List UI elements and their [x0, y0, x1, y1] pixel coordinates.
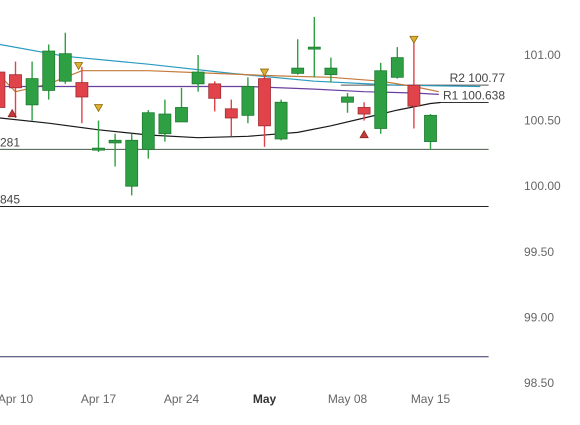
candle-body	[224, 108, 238, 119]
candle-body	[374, 70, 388, 129]
x-tick-label: May 15	[411, 392, 451, 406]
x-tick-label: May	[253, 392, 277, 406]
moving-average-line	[0, 101, 441, 139]
moving-average-line	[0, 43, 481, 88]
candle	[25, 61, 39, 121]
candle-body	[75, 82, 89, 98]
level-lines	[0, 84, 489, 358]
candle-body	[324, 67, 338, 76]
candle-body	[175, 107, 188, 123]
candle	[307, 16, 321, 78]
candle-body	[357, 107, 371, 115]
candle	[258, 72, 271, 147]
candle	[58, 32, 72, 84]
x-tick-label: May 08	[328, 392, 368, 406]
y-tick-label: 99.50	[524, 245, 554, 259]
y-tick-label: 99.00	[524, 310, 554, 324]
candle	[75, 66, 89, 124]
candle	[390, 47, 404, 79]
candle	[42, 44, 56, 100]
candle	[208, 81, 222, 112]
candle	[357, 102, 371, 121]
candle-body	[241, 86, 255, 116]
candle	[175, 87, 188, 123]
candle	[141, 110, 155, 159]
candle-body	[274, 101, 288, 140]
candle-body	[108, 139, 122, 144]
candle	[241, 77, 255, 124]
y-tick-label: 98.50	[524, 376, 554, 390]
candle	[424, 114, 437, 150]
candle-body	[158, 113, 172, 135]
x-tick-label: Apr 24	[164, 392, 200, 406]
level-labels: R2 100.77 R1 100.638 281 845	[0, 71, 505, 206]
signal-down-marker	[73, 62, 84, 71]
candle-body	[258, 78, 271, 127]
candle	[108, 133, 122, 167]
y-tick-label: 100.50	[524, 114, 561, 128]
candle	[291, 39, 305, 75]
candle	[158, 99, 172, 142]
signal-down-marker	[409, 35, 419, 45]
candle-body	[407, 84, 421, 107]
level-label-r1: R1 100.638	[443, 88, 505, 102]
x-tick-label: Apr 10	[0, 392, 34, 406]
candle-body	[0, 71, 6, 108]
candle-body	[92, 147, 105, 151]
x-axis: Apr 10 Apr 17 Apr 24 May May 08 May 15	[0, 392, 450, 406]
y-tick-label: 100.00	[524, 179, 561, 193]
candle	[191, 55, 205, 92]
y-tick-label: 101.00	[524, 48, 561, 62]
candle-body	[191, 71, 205, 85]
candle	[92, 120, 105, 153]
signal-down-marker	[93, 104, 104, 113]
candle-body	[58, 53, 72, 82]
candle	[407, 40, 421, 129]
signal-down-marker	[259, 68, 270, 77]
candle-body	[341, 96, 354, 103]
candle	[9, 61, 22, 118]
candle	[224, 99, 238, 137]
signal-markers	[7, 35, 419, 139]
y-axis: 101.00 100.50 100.00 99.50 99.00 98.50	[524, 48, 561, 390]
candle	[125, 133, 139, 196]
candle	[374, 62, 388, 134]
level-label: 281	[0, 135, 20, 149]
candle-body	[141, 112, 155, 150]
signal-up-marker	[7, 108, 17, 118]
candle-body	[208, 83, 222, 99]
candle-body	[42, 50, 56, 91]
candle-body	[125, 139, 139, 187]
candle	[324, 57, 338, 83]
signal-up-marker	[359, 129, 369, 139]
candle-body	[291, 67, 305, 74]
candle-body	[307, 46, 321, 50]
candle-body	[25, 78, 39, 106]
candle-body	[424, 114, 437, 142]
candle-body	[390, 57, 404, 78]
candle	[274, 99, 288, 141]
candles	[0, 16, 437, 196]
level-label-r2: R2 100.77	[450, 71, 506, 85]
candle	[0, 71, 6, 108]
candle-body	[9, 74, 22, 89]
moving-average-line	[0, 85, 439, 95]
level-label: 845	[0, 193, 20, 207]
candle	[341, 93, 354, 113]
x-tick-label: Apr 17	[81, 392, 117, 406]
